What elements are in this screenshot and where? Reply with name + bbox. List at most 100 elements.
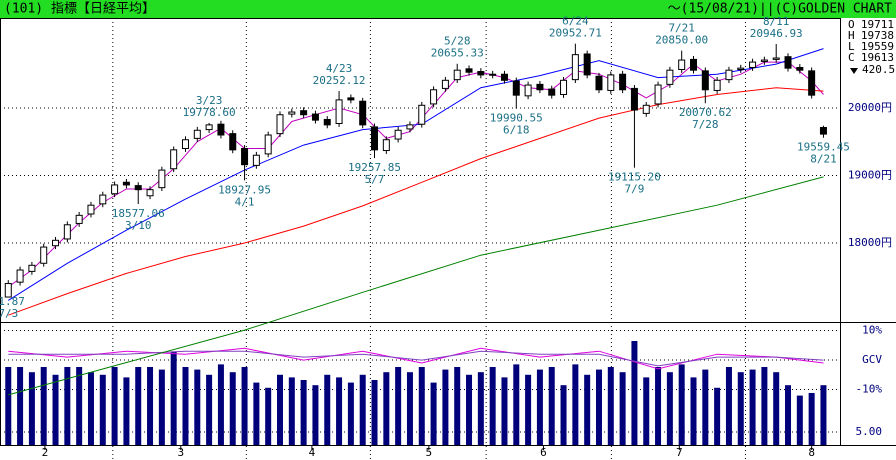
candle-body <box>217 123 225 136</box>
annotation-date: 7/21 <box>668 22 695 35</box>
candle-body <box>430 89 438 105</box>
candle-body <box>158 169 166 189</box>
candle-body <box>63 224 71 240</box>
oscillator-line <box>8 350 824 367</box>
volume-bar <box>111 366 118 445</box>
candle-body <box>323 118 331 126</box>
x-tick-label: 3 <box>177 446 184 459</box>
volume-bar <box>666 372 673 445</box>
ohlc-value: 19711 <box>861 18 894 31</box>
candle-body <box>406 124 414 130</box>
volume-bar <box>714 387 721 445</box>
candle-body <box>52 239 60 247</box>
candle-body <box>87 204 95 215</box>
volume-bar <box>785 385 792 445</box>
candle-body <box>571 54 579 81</box>
annotation-value: 20252.12 <box>313 74 366 87</box>
candle-body <box>583 53 591 76</box>
volume-bar <box>395 366 402 445</box>
candle-body <box>678 59 686 71</box>
change-value: 420.5 <box>862 63 895 76</box>
x-tick-label: 8 <box>808 446 815 459</box>
candle-body <box>690 58 698 71</box>
annotation-date: 7/9 <box>624 183 644 196</box>
volume-bar <box>690 377 697 445</box>
volume-bar <box>99 374 106 445</box>
volume-bar <box>300 379 307 445</box>
candle-body <box>134 185 142 191</box>
x-tick-label: 6 <box>540 446 547 459</box>
candle-body <box>75 214 83 224</box>
x-tick-label: 2 <box>42 446 49 459</box>
annotation-value: 19559.45 <box>797 141 850 154</box>
volume-bar <box>265 387 272 445</box>
volume-tick-label: 5.00 <box>856 425 883 438</box>
candle-body <box>737 67 745 71</box>
volume-bar <box>336 377 343 445</box>
volume-bar <box>383 372 390 445</box>
volume-bar <box>76 366 83 445</box>
candle-body <box>300 110 308 116</box>
candle-body <box>548 88 556 96</box>
candle-body <box>749 61 757 68</box>
volume-bar <box>501 377 508 445</box>
volume-bar <box>595 369 602 445</box>
x-tick-label: 5 <box>426 446 433 459</box>
candle-body <box>619 73 627 91</box>
candle-body <box>181 139 189 149</box>
volume-bar <box>359 374 366 445</box>
ohlc-key: L <box>848 40 855 53</box>
candle-body <box>205 124 213 131</box>
annotation-value: 20655.33 <box>431 47 484 60</box>
candle-body <box>607 74 615 91</box>
candle-body <box>122 181 130 186</box>
volume-bar <box>525 374 532 445</box>
volume-bar <box>241 366 248 445</box>
candle-body <box>512 80 520 96</box>
volume-bar <box>548 366 555 445</box>
annotation-value: 18577.06 <box>112 207 165 220</box>
annotation-date: 7/3 <box>0 307 18 320</box>
volume-bar <box>737 372 744 445</box>
volume-bar <box>371 379 378 445</box>
annotation-date: 5/28 <box>444 35 471 48</box>
annotation-date: 8/21 <box>810 153 837 166</box>
volume-bar <box>607 366 614 445</box>
candle-body <box>371 126 379 151</box>
x-tick-label: 4 <box>309 446 316 459</box>
annotation-date: 6/18 <box>503 124 530 137</box>
volume-bar <box>442 369 449 445</box>
volume-bar <box>430 382 437 445</box>
candle-body <box>595 75 603 91</box>
annotation-date: 3/23 <box>196 94 223 107</box>
ohlc-value: 19559 <box>861 40 894 53</box>
candle-body <box>394 129 402 140</box>
annotation-date: 5/7 <box>365 173 385 186</box>
volume-bar <box>288 377 295 445</box>
volume-bar <box>489 366 496 445</box>
annotation-date: 6/24 <box>562 15 589 28</box>
volume-bar <box>277 374 283 445</box>
volume-bar <box>808 392 815 445</box>
candle-body <box>453 69 461 81</box>
candle-body <box>654 84 662 105</box>
ohlc-key: C <box>848 51 855 64</box>
annotation-value: 19115.20 <box>608 171 661 184</box>
volume-bar <box>725 366 732 445</box>
candle-body <box>335 99 343 125</box>
volume-bar <box>820 385 827 445</box>
ohlc-key: O <box>848 18 855 31</box>
volume-bar <box>702 369 709 445</box>
volume-bar <box>206 374 213 445</box>
candle-body <box>229 133 237 151</box>
annotation-date: 7/28 <box>692 118 719 131</box>
candle-body <box>630 87 638 111</box>
annotation-value: 19990.55 <box>490 112 543 125</box>
header-info: ～(15/08/21)||(C)GOLDEN CHART <box>668 2 892 17</box>
annotation-date: 4/1 <box>235 195 255 208</box>
volume-bar <box>5 366 12 445</box>
candle-body <box>725 69 733 81</box>
annotation-value: 18927.95 <box>218 183 271 196</box>
volume-bar <box>147 366 154 445</box>
